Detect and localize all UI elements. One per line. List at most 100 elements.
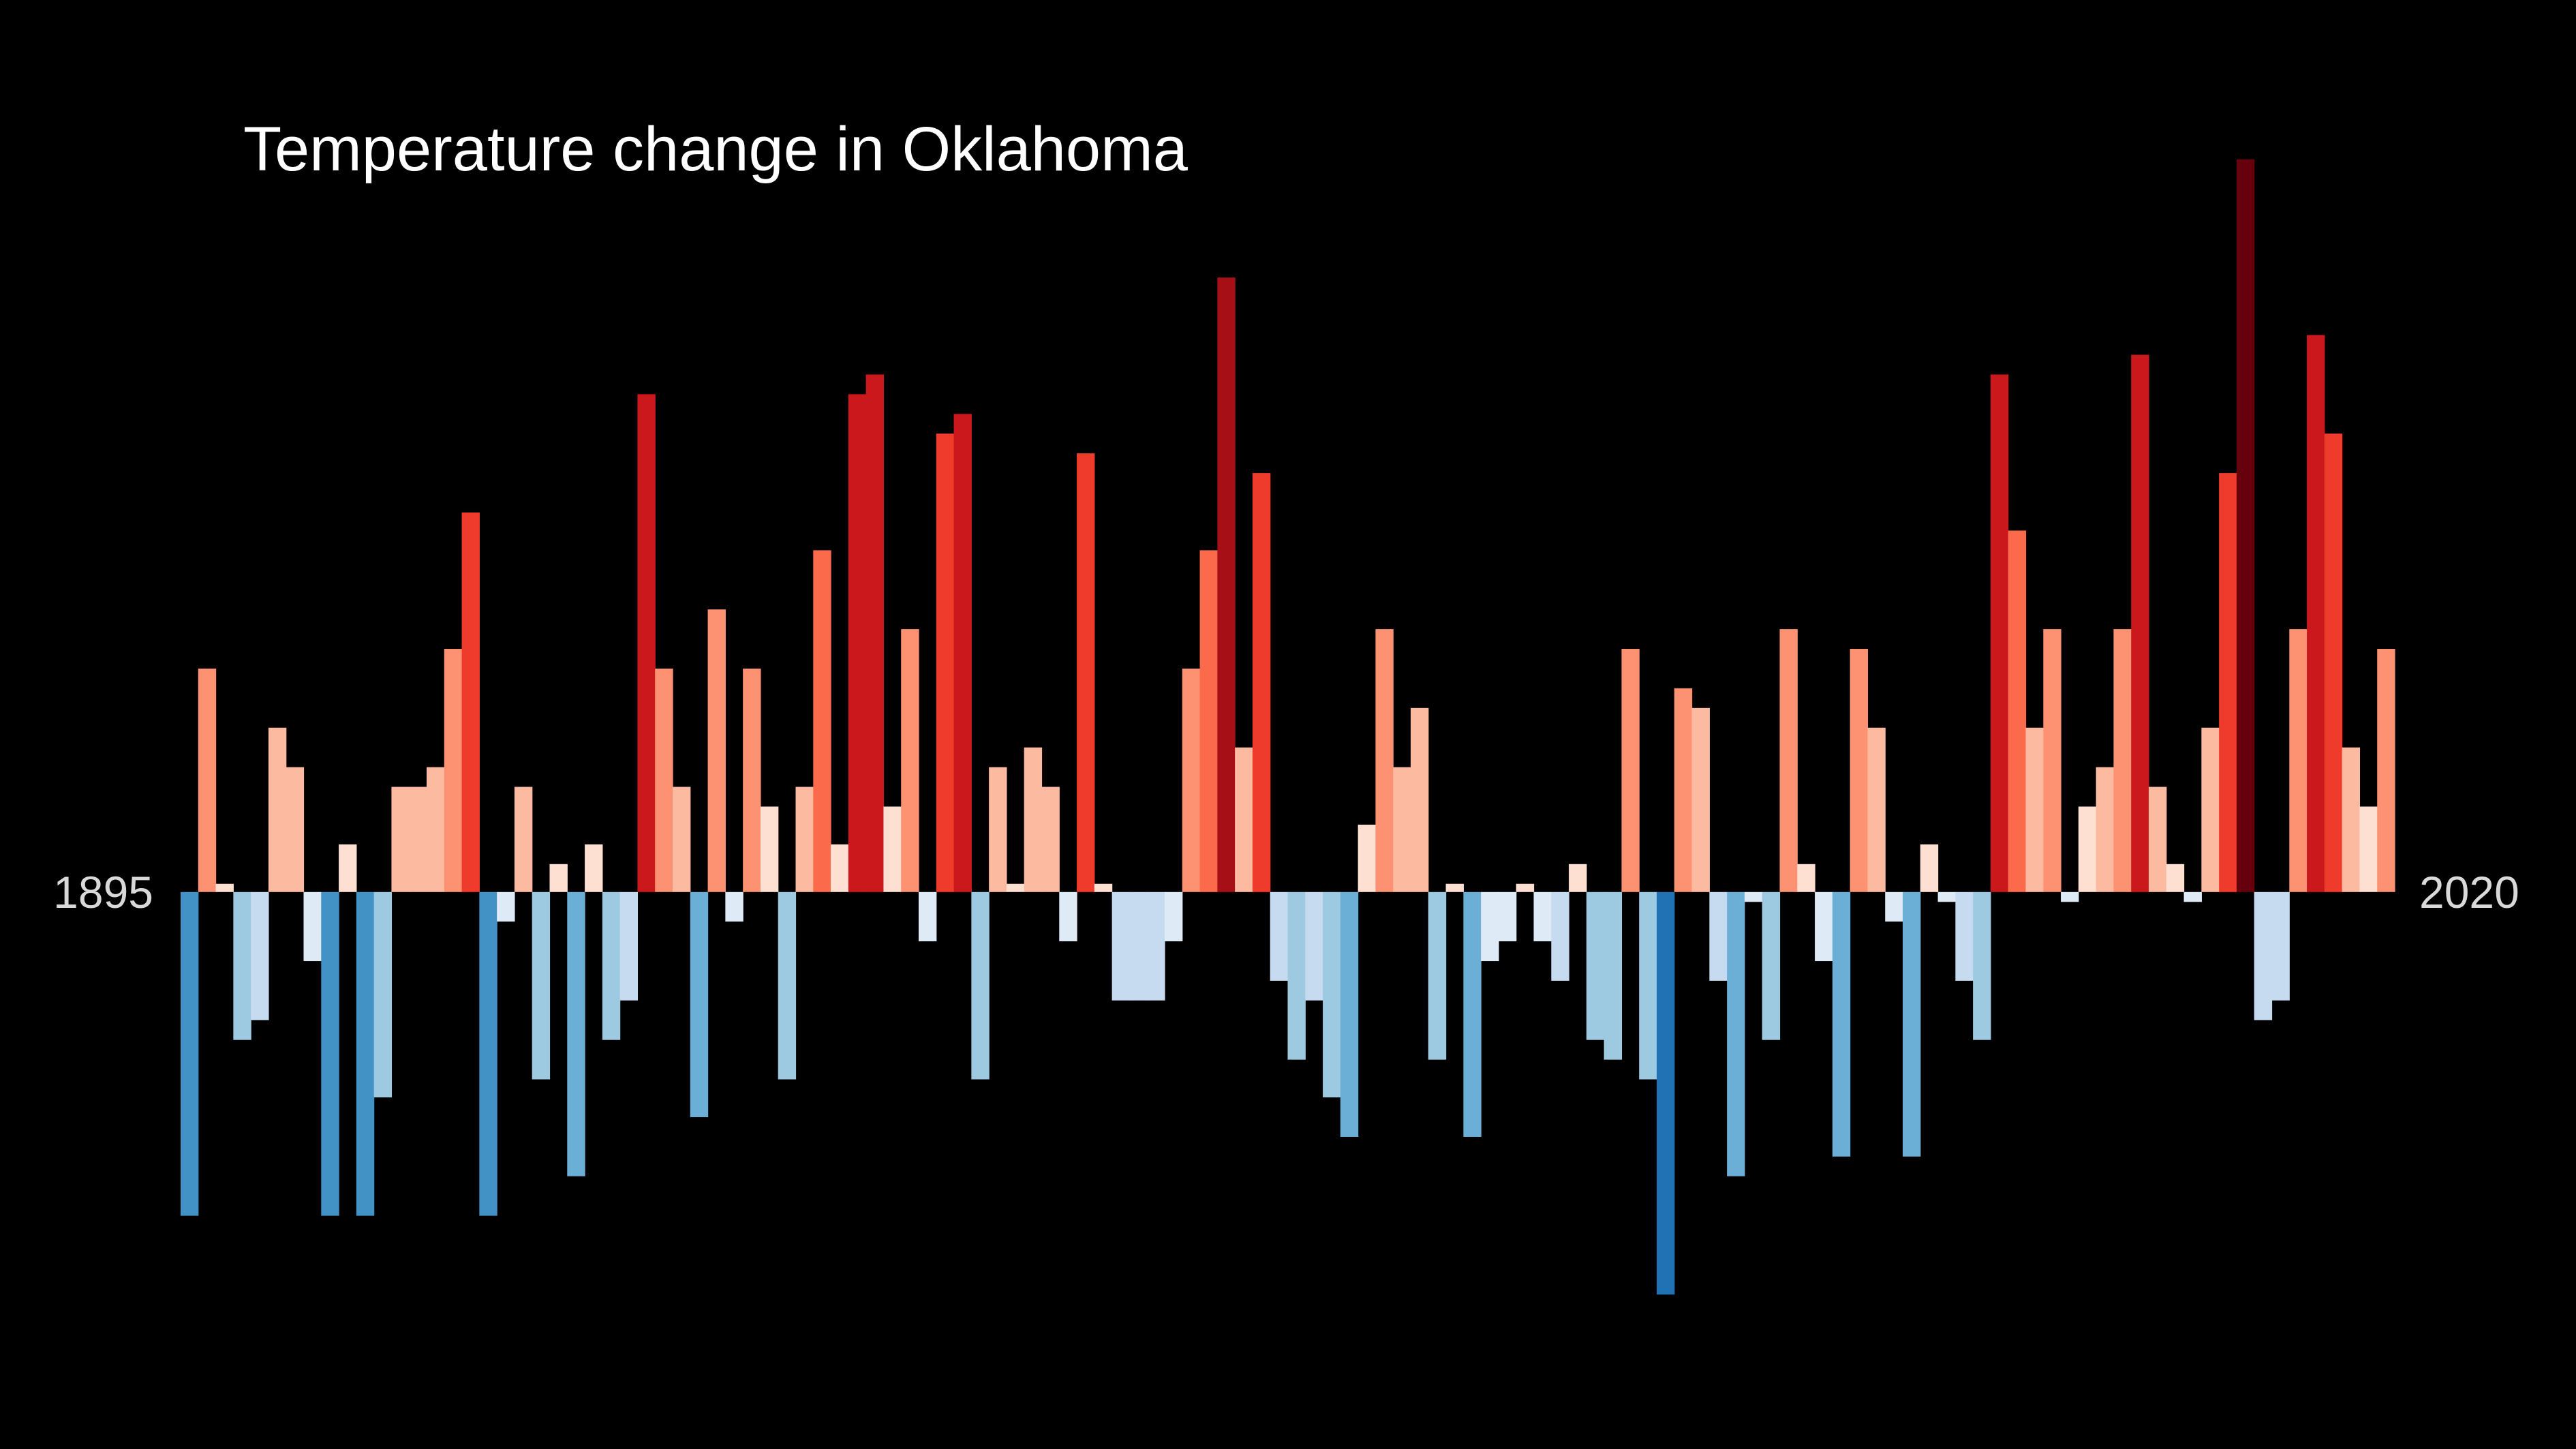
bar — [2166, 864, 2185, 892]
bar — [427, 767, 445, 892]
bar — [848, 394, 867, 892]
bar — [1411, 707, 1429, 892]
bar — [1498, 891, 1517, 942]
bar — [1059, 891, 1077, 942]
bar — [391, 787, 410, 892]
bar — [1709, 891, 1728, 981]
bar — [2219, 473, 2237, 892]
bar — [2131, 354, 2149, 892]
bar — [1937, 891, 1956, 902]
bar — [1621, 649, 1640, 892]
bar — [1569, 864, 1587, 892]
bar — [1885, 891, 1903, 922]
bar — [2061, 891, 2079, 902]
bar — [198, 668, 217, 892]
bar — [1094, 883, 1113, 892]
bar — [989, 767, 1007, 892]
bar — [532, 891, 551, 1080]
bar — [321, 891, 339, 1216]
bar — [1815, 891, 1833, 962]
bar — [901, 629, 919, 892]
bar — [2377, 649, 2395, 892]
bar — [1674, 688, 1693, 892]
bar — [303, 891, 322, 962]
bar — [936, 433, 955, 892]
bar — [1305, 891, 1323, 1001]
bar — [673, 787, 691, 892]
bar — [1551, 891, 1569, 981]
bar — [233, 891, 251, 1040]
bar — [919, 891, 937, 942]
bar — [2359, 806, 2378, 892]
bar — [2342, 747, 2361, 892]
bar — [1375, 629, 1394, 892]
bar — [1744, 891, 1763, 902]
bar — [883, 806, 902, 892]
bar — [1445, 883, 1464, 892]
bar — [1850, 649, 1869, 892]
bar — [251, 891, 269, 1020]
bar — [865, 374, 885, 892]
bar — [725, 891, 743, 922]
bar — [1903, 891, 1921, 1157]
bar — [2113, 629, 2132, 892]
bar — [1358, 824, 1377, 892]
bar — [619, 891, 639, 1001]
bar — [760, 806, 779, 892]
bar — [1867, 727, 1886, 892]
bar — [1199, 550, 1218, 892]
bar — [1797, 864, 1815, 892]
bar — [2254, 891, 2273, 1020]
bar — [339, 844, 357, 892]
bar — [181, 891, 199, 1216]
bar — [2149, 787, 2167, 892]
bar — [2008, 530, 2027, 892]
bar — [1235, 747, 1253, 892]
bar — [1041, 787, 1060, 892]
bar — [2096, 767, 2115, 892]
x-tick-label: 2020 — [2419, 867, 2519, 917]
bar — [707, 609, 726, 892]
bar — [778, 891, 797, 1080]
bar — [1323, 891, 1341, 1098]
bar — [1779, 629, 1798, 892]
bar — [1990, 374, 2009, 892]
bar — [690, 891, 709, 1118]
bar — [1165, 891, 1183, 942]
bar — [2271, 891, 2290, 1001]
bar — [2324, 433, 2343, 892]
bar — [1727, 891, 1745, 1176]
bar — [1428, 891, 1447, 1060]
bar — [1147, 891, 1165, 1001]
bar — [1973, 891, 1991, 1040]
bar — [1639, 891, 1657, 1080]
bar — [2043, 629, 2061, 892]
bar — [1252, 473, 1271, 892]
bar — [268, 727, 287, 892]
bar — [1217, 277, 1236, 892]
bar — [356, 891, 375, 1216]
bar — [1006, 883, 1025, 892]
bar — [444, 649, 463, 892]
bar — [2201, 727, 2220, 892]
bar — [795, 787, 814, 892]
bar — [461, 512, 480, 892]
bar — [549, 864, 568, 892]
bar — [2025, 727, 2044, 892]
bar — [1270, 891, 1289, 981]
bar — [286, 767, 305, 892]
bar — [813, 550, 831, 892]
bar — [1393, 767, 1411, 892]
bar — [971, 891, 990, 1080]
bar — [1129, 891, 1148, 1001]
bar — [1077, 453, 1095, 892]
bar — [2183, 891, 2202, 902]
bar — [373, 891, 393, 1098]
bar — [514, 787, 533, 892]
bar — [1463, 891, 1482, 1137]
bar — [1920, 844, 1939, 892]
bar — [1287, 891, 1306, 1060]
chart-title: Temperature change in Oklahoma — [243, 115, 1189, 184]
